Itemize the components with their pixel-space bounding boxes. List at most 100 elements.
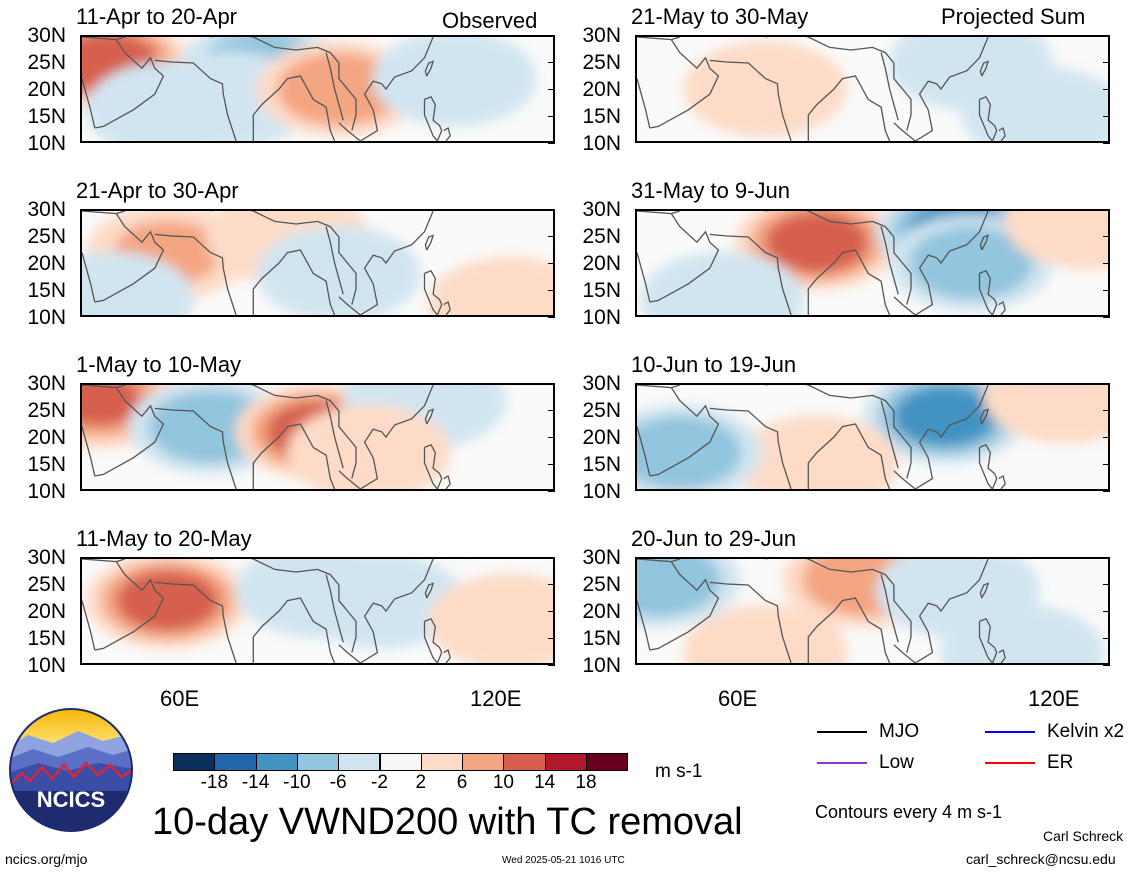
lat-tick-right-10-jun-to-19-jun-3 — [1103, 464, 1110, 465]
coastline-21-may-to-30-may-0 — [637, 37, 720, 129]
map-panel-11-apr-to-20-apr — [80, 35, 555, 143]
map-panel-21-apr-to-30-apr — [80, 209, 555, 317]
lat-label-25n-31-may-to-9-jun: 25N — [582, 225, 621, 248]
coastline-1-may-to-10-may-9 — [443, 474, 451, 489]
lat-tick-right-20-jun-to-29-jun-3 — [1103, 638, 1110, 639]
lat-label-25n-20-jun-to-29-jun: 25N — [582, 573, 621, 596]
colorbar-label-4: -2 — [371, 772, 388, 793]
anomaly-blob-21-apr-to-30-apr-2-1 — [284, 241, 393, 306]
anomaly-blob-21-may-to-30-may-0-1 — [711, 57, 820, 121]
coastline-10-jun-to-19-jun-3 — [709, 407, 792, 489]
anomaly-blob-11-may-to-20-may-2-1 — [327, 568, 436, 633]
map-panel-21-may-to-30-may — [635, 35, 1110, 143]
coastline-11-apr-to-20-apr-2 — [116, 37, 125, 41]
lat-tick-right-21-may-to-30-may-3 — [1103, 116, 1110, 117]
map-canvas-21-apr-to-30-apr — [82, 211, 553, 315]
coastline-31-may-to-9-jun-7 — [979, 234, 990, 251]
coastline-20-jun-to-29-jun-1 — [637, 600, 651, 651]
lat-label-30n-31-may-to-9-jun: 30N — [582, 198, 621, 221]
map-panel-31-may-to-9-jun — [635, 209, 1110, 317]
lat-tick-right-21-apr-to-30-apr-2 — [548, 263, 555, 264]
lat-label-30n-20-jun-to-29-jun: 30N — [582, 546, 621, 569]
anomaly-blob-31-may-to-9-jun-0-3 — [781, 220, 853, 264]
lon-label-60e-right: 60E — [718, 686, 758, 711]
ncics-logo-text: NCICS — [36, 787, 106, 812]
lat-label-20n-31-may-to-9-jun: 20N — [582, 252, 621, 275]
coastline-10-jun-to-19-jun-5 — [893, 470, 916, 489]
panel-title-11-may-to-20-may: 11-May to 20-May — [76, 526, 252, 551]
coastline-20-jun-to-29-jun-2 — [671, 559, 680, 563]
legend-er-label: ER — [1047, 752, 1074, 773]
panel-title-21-apr-to-30-apr: 21-Apr to 30-Apr — [76, 178, 239, 203]
map-canvas-11-apr-to-20-apr — [82, 37, 537, 141]
colorbar-label-2: -10 — [283, 772, 311, 793]
coastline-20-jun-to-29-jun-7 — [979, 582, 990, 599]
lat-tick-right-20-jun-to-29-jun-2 — [1103, 611, 1110, 612]
coastline-11-may-to-20-may-8 — [423, 617, 443, 663]
colorbar-label-3: -6 — [329, 772, 347, 793]
coastline-21-may-to-30-may-1 — [637, 78, 651, 129]
lat-label-10n-21-apr-to-30-apr: 10N — [27, 306, 66, 329]
anomaly-blob-11-may-to-20-may-3-1 — [456, 589, 553, 654]
coastline-21-may-to-30-may-6 — [914, 37, 989, 141]
lat-tick-right-11-apr-to-20-apr-3 — [548, 116, 555, 117]
coastline-1-may-to-10-may-5 — [338, 470, 361, 489]
legend-er: ER — [985, 753, 1073, 772]
lat-tick-right-1-may-to-10-may-3 — [548, 464, 555, 465]
coastline-11-may-to-20-may-6 — [359, 559, 434, 663]
coastline-20-jun-to-29-jun-6 — [914, 559, 989, 663]
lat-label-30n-1-may-to-10-may: 30N — [27, 372, 66, 395]
legend-kelvin-swatch — [985, 730, 1035, 733]
coastline-20-jun-to-29-jun-9 — [998, 648, 1006, 663]
coastline-21-apr-to-30-apr-5 — [338, 296, 361, 315]
coastline-11-apr-to-20-apr-4 — [252, 75, 336, 141]
coastline-11-apr-to-20-apr-11 — [210, 37, 357, 131]
colorbar-swatch-8 — [503, 753, 546, 771]
lat-tick-right-31-may-to-9-jun-2 — [1103, 263, 1110, 264]
map-canvas-31-may-to-9-jun — [637, 211, 1108, 315]
colorbar-label-6: 6 — [456, 772, 468, 793]
lat-label-15n-11-may-to-20-may: 15N — [27, 627, 66, 650]
panel-title-21-may-to-30-may: 21-May to 30-May — [631, 4, 809, 29]
coastline-11-apr-to-20-apr-6 — [359, 37, 434, 141]
lat-label-30n-21-apr-to-30-apr: 30N — [27, 198, 66, 221]
map-panel-11-may-to-20-may — [80, 557, 555, 665]
footer-url[interactable]: ncics.org/mjo — [5, 851, 88, 867]
lat-label-20n-10-jun-to-19-jun: 20N — [582, 426, 621, 449]
coastline-11-may-to-20-may-4 — [252, 597, 336, 663]
colorbar-swatch-0 — [173, 753, 216, 771]
lat-label-10n-11-apr-to-20-apr: 10N — [27, 132, 66, 155]
coastline-11-apr-to-20-apr-1 — [82, 78, 96, 129]
coastline-1-may-to-10-may-1 — [82, 426, 96, 477]
lat-label-15n-10-jun-to-19-jun: 15N — [582, 453, 621, 476]
anomaly-blob-21-may-to-30-may-2-1 — [989, 83, 1098, 141]
colorbar-swatch-2 — [255, 753, 298, 771]
lat-label-20n-21-may-to-30-may: 20N — [582, 78, 621, 101]
coastline-31-may-to-9-jun-2 — [671, 211, 680, 215]
lat-tick-right-21-apr-to-30-apr-4 — [548, 317, 555, 318]
coastline-21-may-to-30-may-5 — [893, 122, 916, 141]
coastline-11-may-to-20-may-9 — [443, 648, 451, 663]
coastline-21-apr-to-30-apr-1 — [82, 252, 96, 303]
footer-email[interactable]: carl_schreck@ncsu.edu — [966, 851, 1116, 867]
lat-tick-right-21-may-to-30-may-1 — [1103, 62, 1110, 63]
coastline-21-may-to-30-may-4 — [807, 75, 891, 141]
main-title: 10-day VWND200 with TC removal — [152, 801, 743, 843]
anomaly-blob-10-jun-to-19-jun-2-2 — [637, 427, 722, 478]
lat-tick-right-11-may-to-20-may-3 — [548, 638, 555, 639]
coastline-1-may-to-10-may-8 — [423, 443, 443, 489]
lat-tick-right-21-apr-to-30-apr-1 — [548, 236, 555, 237]
panel-title-11-apr-to-20-apr: 11-Apr to 20-Apr — [76, 4, 238, 29]
panel-title-10-jun-to-19-jun: 10-Jun to 19-Jun — [631, 352, 797, 377]
colorbar-swatch-5 — [379, 753, 422, 771]
lat-label-15n-21-may-to-30-may: 15N — [582, 105, 621, 128]
lat-tick-right-11-may-to-20-may-2 — [548, 611, 555, 612]
lat-tick-right-31-may-to-9-jun-4 — [1103, 317, 1110, 318]
anomaly-blob-20-jun-to-29-jun-4-1 — [968, 620, 1077, 663]
legend-mjo-label: MJO — [879, 721, 920, 742]
anomaly-blob-21-apr-to-30-apr-4-1 — [456, 272, 553, 315]
lat-label-10n-20-jun-to-29-jun: 10N — [582, 654, 621, 677]
anomaly-blob-10-jun-to-19-jun-1-1 — [762, 431, 871, 489]
coastline-31-may-to-9-jun-4 — [807, 249, 891, 315]
coastline-11-may-to-20-may-11 — [210, 559, 357, 653]
